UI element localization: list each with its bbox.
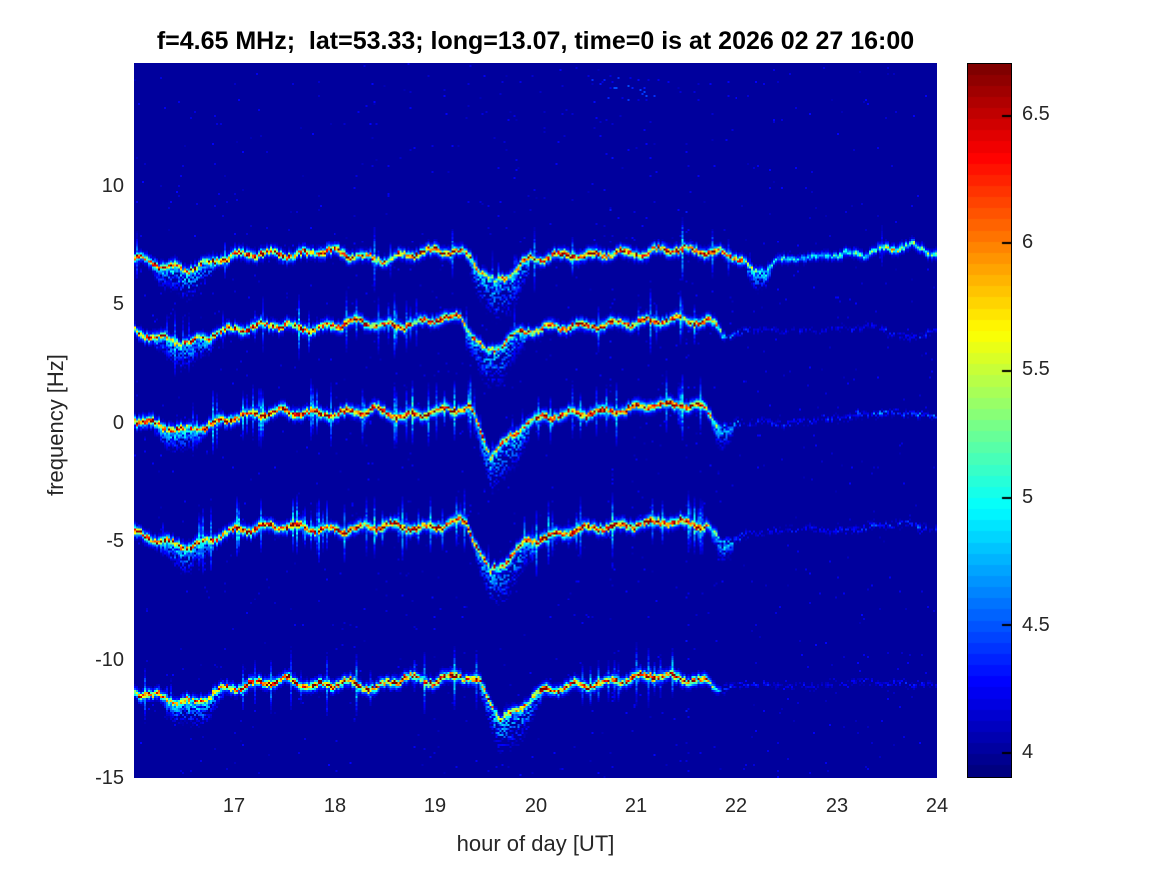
y-tick-label: -10 (95, 649, 124, 671)
colorbar-tick-label: 6 (1022, 231, 1034, 253)
plot-title: f=4.65 MHz; lat=53.33; long=13.07, time=… (156, 27, 915, 55)
colorbar-tick-label: 4.5 (1022, 614, 1050, 636)
x-tick-label: 19 (423, 795, 447, 817)
x-tick-label: 20 (524, 795, 548, 817)
colorbar (967, 63, 1012, 778)
colorbar-tick-label: 5.5 (1022, 358, 1050, 380)
colorbar-tick-label: 6.5 (1022, 103, 1050, 125)
y-tick-label: 10 (101, 175, 124, 197)
colorbar-tick-label: 5 (1022, 486, 1034, 508)
x-tick-label: 24 (925, 795, 949, 817)
y-tick-label: -5 (106, 530, 124, 552)
x-tick-label: 21 (624, 795, 648, 817)
y-tick-label: 5 (112, 293, 124, 315)
spectrogram-canvas (134, 63, 937, 778)
colorbar-canvas (968, 64, 1011, 777)
x-tick-label: 22 (724, 795, 748, 817)
x-tick-label: 18 (323, 795, 347, 817)
y-tick-label: 0 (112, 412, 124, 434)
x-tick-label: 17 (222, 795, 246, 817)
x-tick-label: 23 (825, 795, 849, 817)
x-axis-label: hour of day [UT] (456, 831, 615, 856)
y-axis-label: frequency [Hz] (43, 354, 68, 496)
y-tick-label: -15 (95, 767, 124, 789)
colorbar-tick-label: 4 (1022, 741, 1034, 763)
